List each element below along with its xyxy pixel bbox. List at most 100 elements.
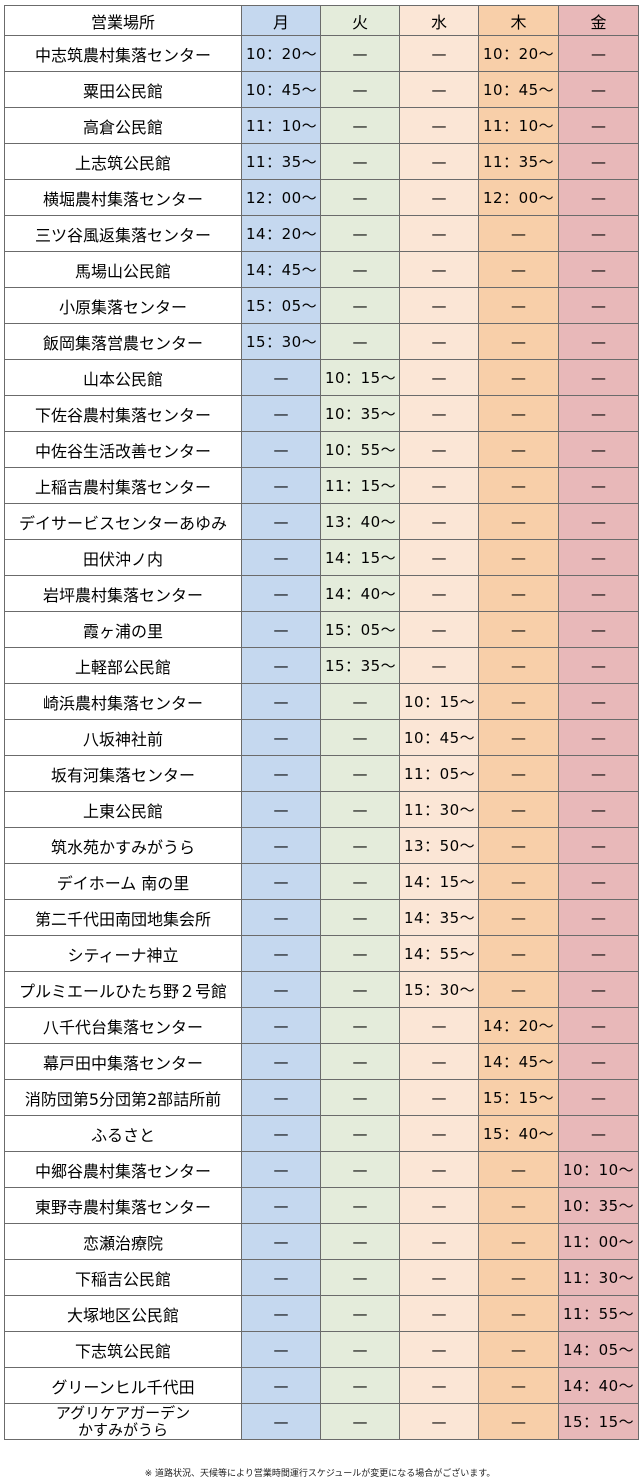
time-cell: — [399, 1259, 479, 1296]
time-cell: — [478, 215, 559, 252]
time-cell: — [399, 143, 479, 180]
time-cell: — [399, 215, 479, 252]
time-cell: — [478, 1295, 559, 1332]
place-cell: 岩坪農村集落センター [4, 575, 242, 612]
place-cell: 中佐谷生活改善センター [4, 431, 242, 468]
time-cell: — [478, 899, 559, 936]
time-cell: — [558, 107, 639, 144]
table-row: 八千代台集落センター — — —14：20～ — [4, 1007, 639, 1044]
time-cell: — [399, 1367, 479, 1404]
time-cell: 10：10～ [558, 1151, 639, 1188]
time-cell: — [320, 719, 400, 756]
time-cell: — [320, 71, 400, 108]
place-cell: プルミエールひたち野２号館 [4, 971, 242, 1008]
time-cell: 14：20～ [241, 215, 321, 252]
time-cell: — [399, 71, 479, 108]
time-cell: — [478, 395, 559, 432]
time-cell: — [241, 791, 321, 828]
time-cell: — [241, 971, 321, 1008]
time-cell: 14：35～ [399, 899, 479, 936]
place-cell: 大塚地区公民館 [4, 1295, 242, 1332]
place-cell: 下志筑公民館 [4, 1331, 242, 1368]
time-cell: — [399, 467, 479, 504]
time-cell: — [320, 791, 400, 828]
time-cell: 10：20～ [241, 35, 321, 72]
time-cell: — [241, 647, 321, 684]
time-cell: — [478, 611, 559, 648]
time-cell: 15：15～ [478, 1079, 559, 1116]
time-cell: — [320, 1295, 400, 1332]
place-cell: 下稲吉公民館 [4, 1259, 242, 1296]
time-cell: — [399, 251, 479, 288]
time-cell: — [558, 539, 639, 576]
table-row: デイサービスセンターあゆみ —13：40～ — — — [4, 503, 639, 540]
time-cell: 10：15～ [399, 683, 479, 720]
time-cell: — [320, 1043, 400, 1080]
time-cell: — [399, 107, 479, 144]
time-cell: 15：30～ [399, 971, 479, 1008]
table-row: 大塚地区公民館 — — — —11：55～ [4, 1295, 639, 1332]
place-cell: 霞ヶ浦の里 [4, 611, 242, 648]
time-cell: — [241, 1295, 321, 1332]
time-cell: — [478, 359, 559, 396]
time-cell: — [478, 1187, 559, 1224]
time-cell: — [558, 647, 639, 684]
time-cell: 13：50～ [399, 827, 479, 864]
time-cell: — [320, 287, 400, 324]
time-cell: 12：00～ [241, 179, 321, 216]
time-cell: — [558, 935, 639, 972]
schedule-container: 営業場所 月 火 水 木 金 中志筑農村集落センター 10：20～ — —10：20～… [4, 5, 639, 1440]
table-row: 上軽部公民館 —15：35～ — — — [4, 647, 639, 684]
time-cell: 11：30～ [558, 1259, 639, 1296]
place-cell: 横堀農村集落センター [4, 179, 242, 216]
time-cell: — [558, 611, 639, 648]
time-cell: — [478, 683, 559, 720]
header-day-wed: 水 [399, 5, 479, 36]
time-cell: — [399, 323, 479, 360]
header-day-mon: 月 [241, 5, 321, 36]
time-cell: — [558, 143, 639, 180]
table-row: アグリケアガーデン かすみがうら — — — —15：15～ [4, 1403, 639, 1440]
time-cell: — [320, 1259, 400, 1296]
time-cell: — [320, 1187, 400, 1224]
time-cell: — [478, 575, 559, 612]
time-cell: — [478, 251, 559, 288]
place-cell: 恋瀬治療院 [4, 1223, 242, 1260]
place-cell: 田伏沖ノ内 [4, 539, 242, 576]
time-cell: — [558, 1007, 639, 1044]
time-cell: — [478, 323, 559, 360]
time-cell: — [399, 395, 479, 432]
place-cell: 八千代台集落センター [4, 1007, 242, 1044]
time-cell: 14：55～ [399, 935, 479, 972]
time-cell: — [558, 179, 639, 216]
time-cell: — [558, 71, 639, 108]
table-row: 坂有河集落センター — —11：05～ — — [4, 755, 639, 792]
time-cell: — [478, 539, 559, 576]
time-cell: — [241, 1367, 321, 1404]
time-cell: 10：45～ [399, 719, 479, 756]
time-cell: — [241, 935, 321, 972]
time-cell: — [241, 1259, 321, 1296]
time-cell: — [478, 827, 559, 864]
time-cell: 14：15～ [399, 863, 479, 900]
place-cell: 上志筑公民館 [4, 143, 242, 180]
place-cell: 山本公民館 [4, 359, 242, 396]
time-cell: — [241, 359, 321, 396]
time-cell: — [558, 899, 639, 936]
time-cell: — [320, 1223, 400, 1260]
time-cell: 10：45～ [478, 71, 559, 108]
table-row: 中郷谷農村集落センター — — — —10：10～ [4, 1151, 639, 1188]
place-cell: 東野寺農村集落センター [4, 1187, 242, 1224]
time-cell: — [320, 899, 400, 936]
place-cell: 筑水苑かすみがうら [4, 827, 242, 864]
time-cell: — [320, 935, 400, 972]
time-cell: — [558, 359, 639, 396]
table-row: 下稲吉公民館 — — — —11：30～ [4, 1259, 639, 1296]
time-cell: — [478, 863, 559, 900]
place-cell: 高倉公民館 [4, 107, 242, 144]
time-cell: — [320, 827, 400, 864]
time-cell: — [241, 827, 321, 864]
time-cell: — [241, 575, 321, 612]
time-cell: 15：05～ [241, 287, 321, 324]
time-cell: — [320, 1151, 400, 1188]
